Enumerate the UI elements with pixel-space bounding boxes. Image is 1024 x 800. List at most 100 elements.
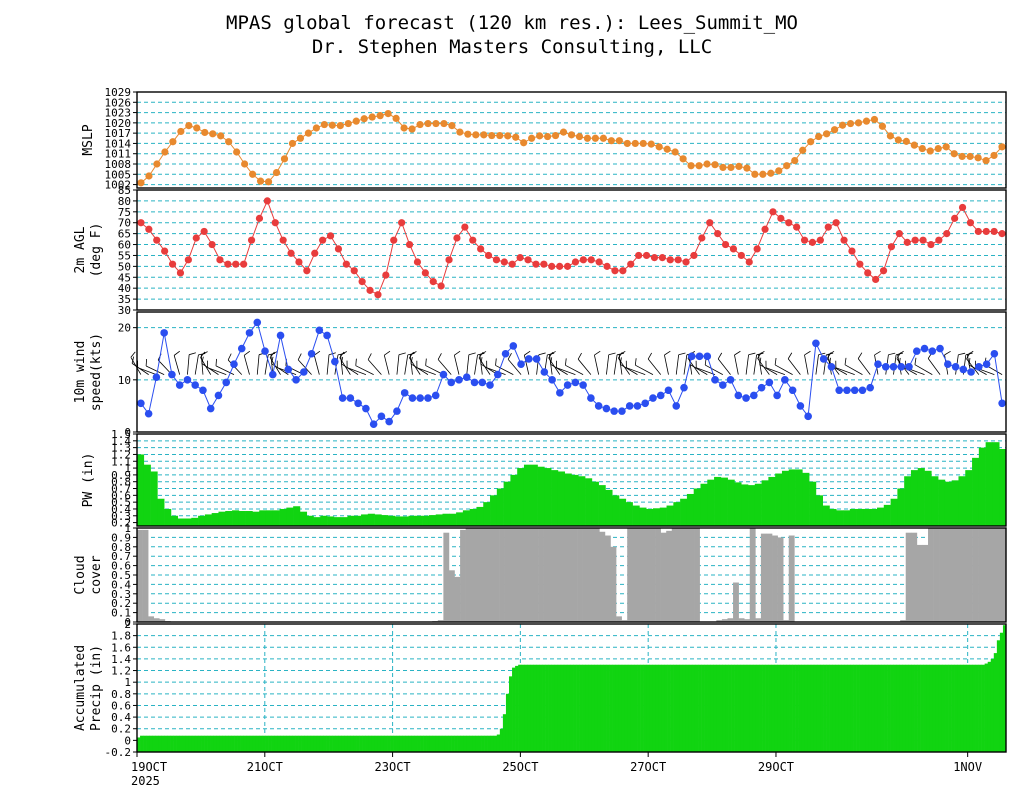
temp-ytick-label: 35 <box>118 293 131 306</box>
wind-panel: 0 10 20 10m wind speed(kts) <box>73 312 1006 439</box>
temp-point <box>785 219 793 227</box>
temp-point <box>595 258 603 266</box>
cloud-bar <box>733 582 739 622</box>
wind-barb-flag <box>384 350 391 356</box>
cloud-bar <box>560 528 567 622</box>
precip-bar <box>774 664 778 752</box>
precip-bar <box>158 735 162 752</box>
cloud-bar <box>454 576 461 622</box>
wind-barb <box>683 354 688 375</box>
mslp-plot-area <box>137 92 1006 188</box>
pw-bar <box>843 510 851 526</box>
precip-bar <box>932 664 937 752</box>
precip-bar <box>268 735 272 752</box>
pw-bar <box>347 515 355 526</box>
wind-barb-flag <box>201 356 204 364</box>
pw-bar <box>612 495 620 526</box>
cloud-bar <box>599 531 606 622</box>
cloud-bar <box>900 620 907 622</box>
pw-bar <box>435 514 443 526</box>
cloud-bar <box>504 528 511 622</box>
mslp-point <box>161 148 169 156</box>
precip-ytick-label: 1.6 <box>111 641 131 654</box>
pw-bar <box>714 476 722 526</box>
temp-point <box>769 208 777 216</box>
temp-point <box>358 278 366 286</box>
precip-ytick-label: 1.2 <box>111 665 131 678</box>
pw-bar <box>741 484 749 526</box>
mslp-ytick-label: 1023 <box>105 107 132 120</box>
wind-barb-flag <box>734 350 741 356</box>
cloud-bar <box>766 533 773 622</box>
precip-bar <box>743 664 748 752</box>
pw-ytick-label: 1.5 <box>111 428 131 441</box>
mslp-point <box>456 128 464 136</box>
wind-barb-flag <box>131 356 135 364</box>
x-tick-label: 29OCT <box>758 760 794 774</box>
mslp-series <box>137 110 1006 187</box>
mslp-point <box>256 177 265 185</box>
precip-bar <box>621 664 626 752</box>
precip-bar <box>225 735 229 752</box>
precip-bar <box>588 664 592 752</box>
pw-bar <box>734 482 742 526</box>
wind-barb-flag <box>425 358 427 366</box>
wind-barb <box>594 354 600 375</box>
precip-bar <box>265 735 269 752</box>
wind-barb-flag <box>227 353 232 361</box>
wind-barb-flag <box>409 351 414 359</box>
mslp-point <box>543 132 552 141</box>
precip-bar <box>646 664 650 752</box>
mslp-point <box>695 162 703 170</box>
mslp-point <box>217 132 225 140</box>
mslp-ylabel: MSLP <box>81 124 96 155</box>
mslp-ytick-label: 1026 <box>105 96 132 109</box>
precip-bar <box>149 735 153 752</box>
precip-bar <box>755 664 760 752</box>
precip-bar <box>816 664 821 752</box>
precip-bar <box>228 735 232 752</box>
temp-ylabel: 2m AGL <box>73 226 88 273</box>
cloud-bar <box>565 528 572 622</box>
pw-bar <box>456 512 464 526</box>
wind-point <box>959 365 968 374</box>
temp-ytick-label: 60 <box>118 239 131 252</box>
precip-bar <box>966 664 970 752</box>
precip-bar <box>890 664 894 752</box>
mslp-point <box>607 137 615 145</box>
mslp-point <box>424 119 432 128</box>
wind-point <box>843 386 851 395</box>
mslp-point <box>440 119 448 128</box>
precip-bar <box>807 664 812 752</box>
cloud-bar <box>460 529 466 622</box>
cloud-bar <box>538 528 544 622</box>
temp-point <box>398 219 406 227</box>
precip-bar <box>823 664 827 752</box>
pw-bar <box>775 473 783 526</box>
cloud-bar <box>760 533 767 622</box>
wind-point <box>750 391 758 400</box>
mslp-point <box>488 131 496 140</box>
precip-bar <box>880 664 885 752</box>
wind-barb-flag <box>608 352 616 356</box>
pw-bar <box>367 513 375 526</box>
precip-bar <box>322 735 327 752</box>
precip-bar <box>655 664 659 752</box>
wind-barb <box>507 359 522 375</box>
wind-barb-flag <box>678 352 686 356</box>
mslp-point <box>815 132 823 141</box>
temp-point <box>919 236 927 244</box>
temp-point <box>761 225 769 233</box>
pw-bar <box>856 508 864 526</box>
mslp-frame <box>136 91 1007 189</box>
precip-bar <box>283 735 287 752</box>
precip-bar <box>899 664 903 752</box>
temp-point <box>484 251 493 260</box>
cloud-bar <box>437 620 444 622</box>
cloud-bar <box>443 532 450 622</box>
wind-point <box>788 386 797 395</box>
wind-barb <box>696 367 716 375</box>
wind-barb-flag <box>565 358 567 366</box>
pw-bar <box>462 510 470 526</box>
precip-bar <box>557 664 562 752</box>
